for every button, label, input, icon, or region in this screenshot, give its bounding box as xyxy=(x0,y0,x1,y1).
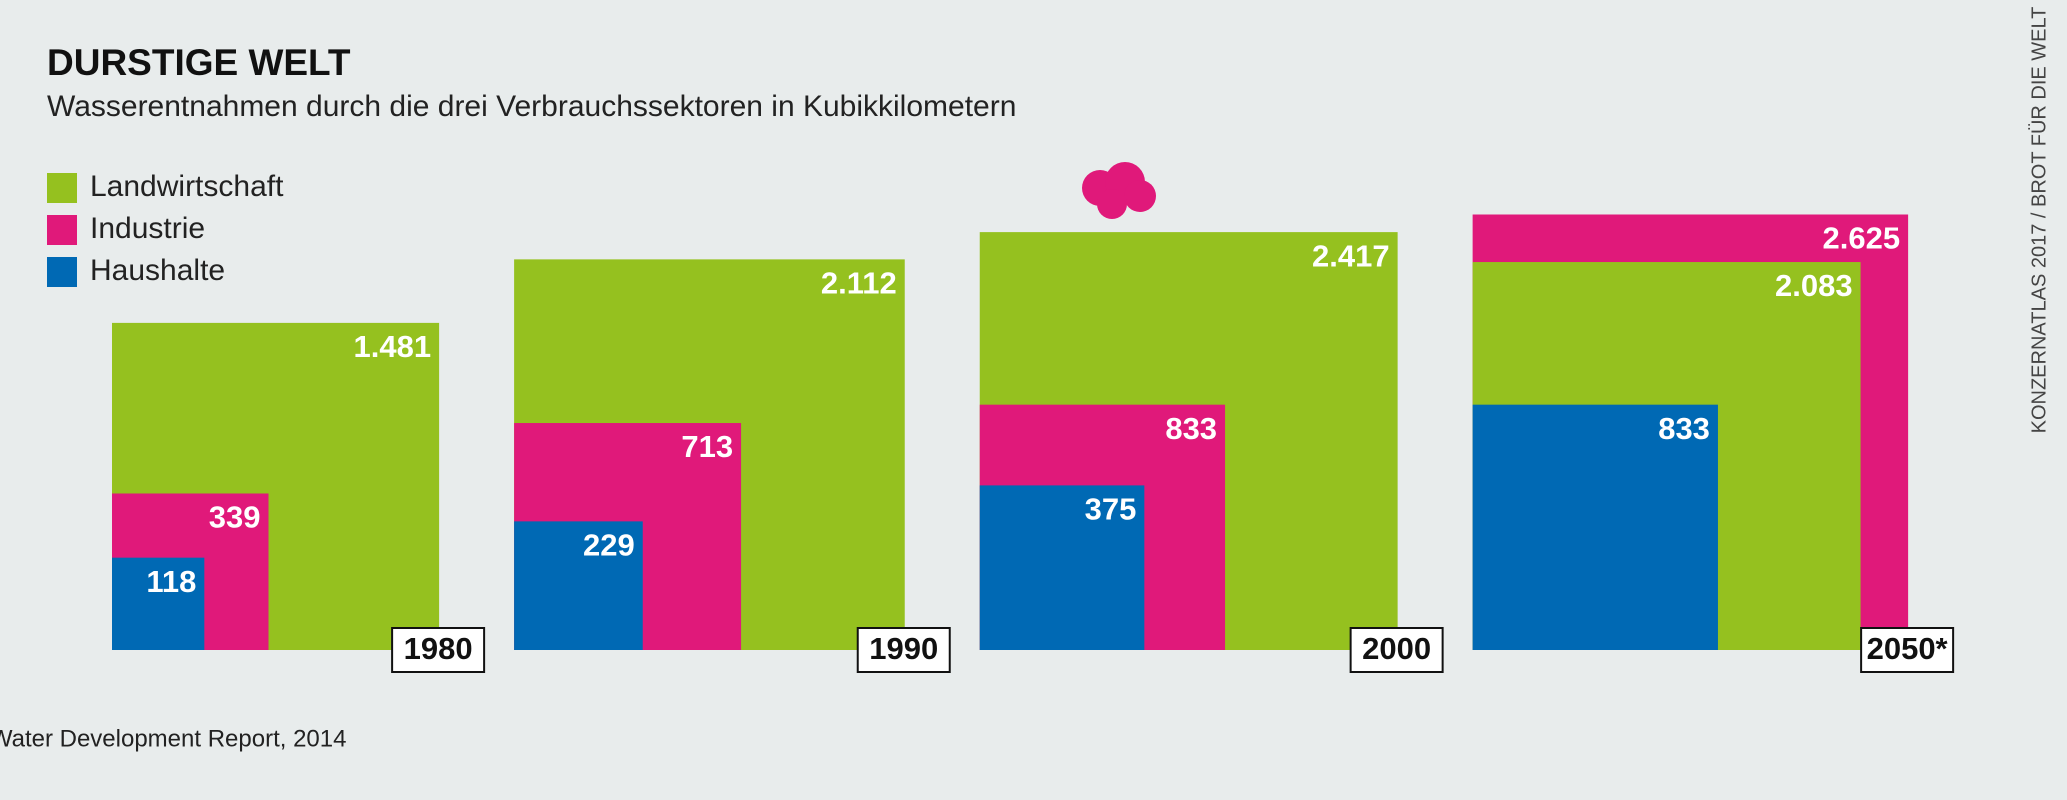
square xyxy=(514,521,643,650)
value-label: 118 xyxy=(146,564,196,599)
value-label: 2.625 xyxy=(1823,221,1901,256)
year-box xyxy=(1860,627,1955,673)
square xyxy=(979,485,1145,650)
legend-label: Haushalte xyxy=(90,254,225,287)
square xyxy=(112,557,205,650)
x-tick-label: 2050* xyxy=(1867,631,1949,666)
x-tick-label: 1980 xyxy=(404,631,473,666)
chart-title: DURSTIGE WELT xyxy=(47,42,351,83)
legend-swatch xyxy=(47,173,77,203)
decoration xyxy=(1082,162,1156,219)
value-label: 833 xyxy=(1658,411,1710,446)
legend-label: Industrie xyxy=(90,212,205,245)
legend-label: Landwirtschaft xyxy=(90,170,284,203)
value-label: 229 xyxy=(583,528,635,563)
source: KONZERNATLAS 2017 / BROT FÜR DIE WELT xyxy=(2028,7,2050,434)
value-label: 833 xyxy=(1165,411,1217,446)
year-box xyxy=(391,627,486,673)
value-label: 2.083 xyxy=(1775,268,1853,303)
value-label: 713 xyxy=(681,429,733,464)
value-label: 1.481 xyxy=(354,329,432,364)
value-label: 2.112 xyxy=(821,266,897,301)
x-tick-label: 1990 xyxy=(869,631,938,666)
x-tick-label: 2000 xyxy=(1362,631,1431,666)
footnote: * Prognose: UN World Water Development R… xyxy=(0,725,346,752)
value-label: 339 xyxy=(209,500,261,535)
value-label: 2.417 xyxy=(1312,238,1390,273)
year-box xyxy=(1349,627,1444,673)
legend-swatch xyxy=(47,257,77,287)
square xyxy=(1472,404,1718,650)
year-box xyxy=(856,627,951,673)
legend-swatch xyxy=(47,215,77,245)
value-label: 375 xyxy=(1085,492,1137,527)
chart-subtitle: Wasserentnahmen durch die drei Verbrauch… xyxy=(47,90,1016,123)
